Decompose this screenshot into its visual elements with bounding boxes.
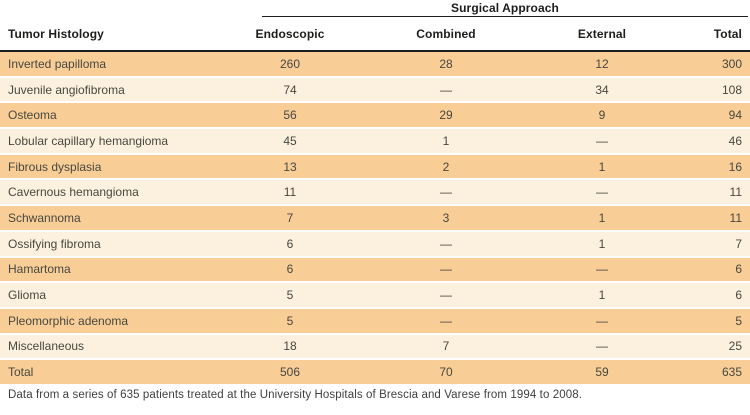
- col-header-total: Total: [713, 26, 742, 41]
- cell-external: 34: [595, 82, 609, 97]
- cell-total: 25: [728, 339, 742, 354]
- col-header-combined: Combined: [416, 26, 476, 41]
- cell-endoscopic: 5: [286, 313, 294, 328]
- row-label: Hamartoma: [8, 262, 71, 277]
- table-row: Inverted papilloma 260 28 12 300: [0, 52, 750, 76]
- cell-total: 5: [735, 313, 742, 328]
- table-footnote: Data from a series of 635 patients treat…: [8, 388, 583, 401]
- col-header-histology: Tumor Histology: [8, 26, 104, 41]
- cell-external: —: [596, 313, 608, 328]
- row-label: Inverted papilloma: [8, 56, 107, 71]
- cell-combined: 29: [439, 108, 453, 123]
- table-row: Hamartoma 6 — — 6: [0, 257, 750, 282]
- cell-combined: 2: [442, 159, 450, 174]
- cell-external: 1: [598, 288, 606, 303]
- spanner-underline: [262, 16, 748, 17]
- table-row: Schwannoma 7 3 1 11: [0, 206, 750, 230]
- table-row: Osteoma 56 29 9 94: [0, 103, 750, 128]
- table-body: Inverted papilloma 260 28 12 300 Juvenil…: [0, 52, 750, 384]
- cell-external: 1: [598, 159, 606, 174]
- table-row: Cavernous hemangioma 11 — — 11: [0, 180, 750, 205]
- cell-combined: 7: [442, 339, 450, 354]
- cell-total: 7: [735, 236, 742, 251]
- cell-combined: —: [440, 262, 452, 277]
- cell-total: 46: [728, 133, 742, 148]
- cell-combined: —: [440, 236, 452, 251]
- cell-total: 108: [721, 82, 742, 97]
- row-label: Osteoma: [8, 108, 57, 123]
- cell-total: 94: [728, 108, 742, 123]
- row-label: Juvenile angiofibroma: [8, 82, 125, 97]
- cell-endoscopic: 13: [283, 159, 297, 174]
- cell-external: 9: [598, 108, 606, 123]
- spanner-title: Surgical Approach: [451, 1, 559, 15]
- cell-combined: —: [440, 82, 452, 97]
- column-header-row: Tumor Histology Endoscopic Combined Exte…: [0, 17, 750, 52]
- cell-total: 6: [735, 262, 742, 277]
- cell-external: —: [596, 133, 608, 148]
- cell-external: —: [596, 339, 608, 354]
- table-row: Juvenile angiofibroma 74 — 34 108: [0, 77, 750, 102]
- row-label: Total: [8, 365, 34, 380]
- cell-external: 59: [595, 365, 609, 380]
- table-row: Miscellaneous 18 7 — 25: [0, 334, 750, 359]
- row-label: Miscellaneous: [8, 339, 85, 354]
- row-label: Pleomorphic adenoma: [8, 313, 129, 328]
- cell-endoscopic: 74: [283, 82, 297, 97]
- cell-total: 6: [735, 288, 742, 303]
- cell-total: 300: [721, 56, 742, 71]
- cell-external: 1: [598, 210, 606, 225]
- table-row: Glioma 5 — 1 6: [0, 283, 750, 307]
- table-spanner-header: Surgical Approach: [0, 0, 750, 17]
- cell-total: 11: [729, 210, 742, 225]
- cell-combined: 1: [442, 133, 450, 148]
- cell-endoscopic: 7: [286, 210, 294, 225]
- row-label: Ossifying fibroma: [8, 236, 101, 251]
- cell-external: —: [596, 185, 608, 200]
- cell-combined: —: [440, 185, 452, 200]
- cell-total: 11: [729, 185, 742, 200]
- cell-combined: —: [440, 313, 452, 328]
- row-label: Lobular capillary hemangioma: [8, 133, 169, 148]
- row-label: Fibrous dysplasia: [8, 159, 102, 174]
- col-header-external: External: [577, 26, 627, 41]
- cell-endoscopic: 260: [279, 56, 301, 71]
- row-label: Glioma: [8, 288, 47, 303]
- cell-endoscopic: 11: [283, 185, 297, 200]
- cell-endoscopic: 6: [286, 236, 294, 251]
- cell-total: 16: [728, 159, 742, 174]
- cell-combined: 70: [439, 365, 453, 380]
- table-row: Ossifying fibroma 6 — 1 7: [0, 231, 750, 256]
- cell-total: 635: [721, 365, 742, 380]
- cell-endoscopic: 6: [286, 262, 294, 277]
- row-label: Cavernous hemangioma: [8, 185, 139, 200]
- cell-endoscopic: 56: [283, 108, 297, 123]
- cell-combined: 3: [442, 210, 450, 225]
- cell-endoscopic: 45: [283, 133, 297, 148]
- cell-endoscopic: 5: [286, 288, 294, 303]
- table-row: Pleomorphic adenoma 5 — — 5: [0, 308, 750, 333]
- cell-external: 1: [598, 236, 606, 251]
- cell-combined: 28: [439, 56, 453, 71]
- cell-endoscopic: 18: [283, 339, 297, 354]
- cell-endoscopic: 506: [279, 365, 301, 380]
- table-row-total: Total 506 70 59 635: [0, 360, 750, 384]
- cell-external: —: [596, 262, 608, 277]
- cell-external: 12: [595, 56, 609, 71]
- col-header-endoscopic: Endoscopic: [255, 26, 325, 41]
- row-label: Schwannoma: [8, 210, 81, 225]
- cell-combined: —: [440, 288, 452, 303]
- table-row: Lobular capillary hemangioma 45 1 — 46: [0, 129, 750, 153]
- table-row: Fibrous dysplasia 13 2 1 16: [0, 154, 750, 179]
